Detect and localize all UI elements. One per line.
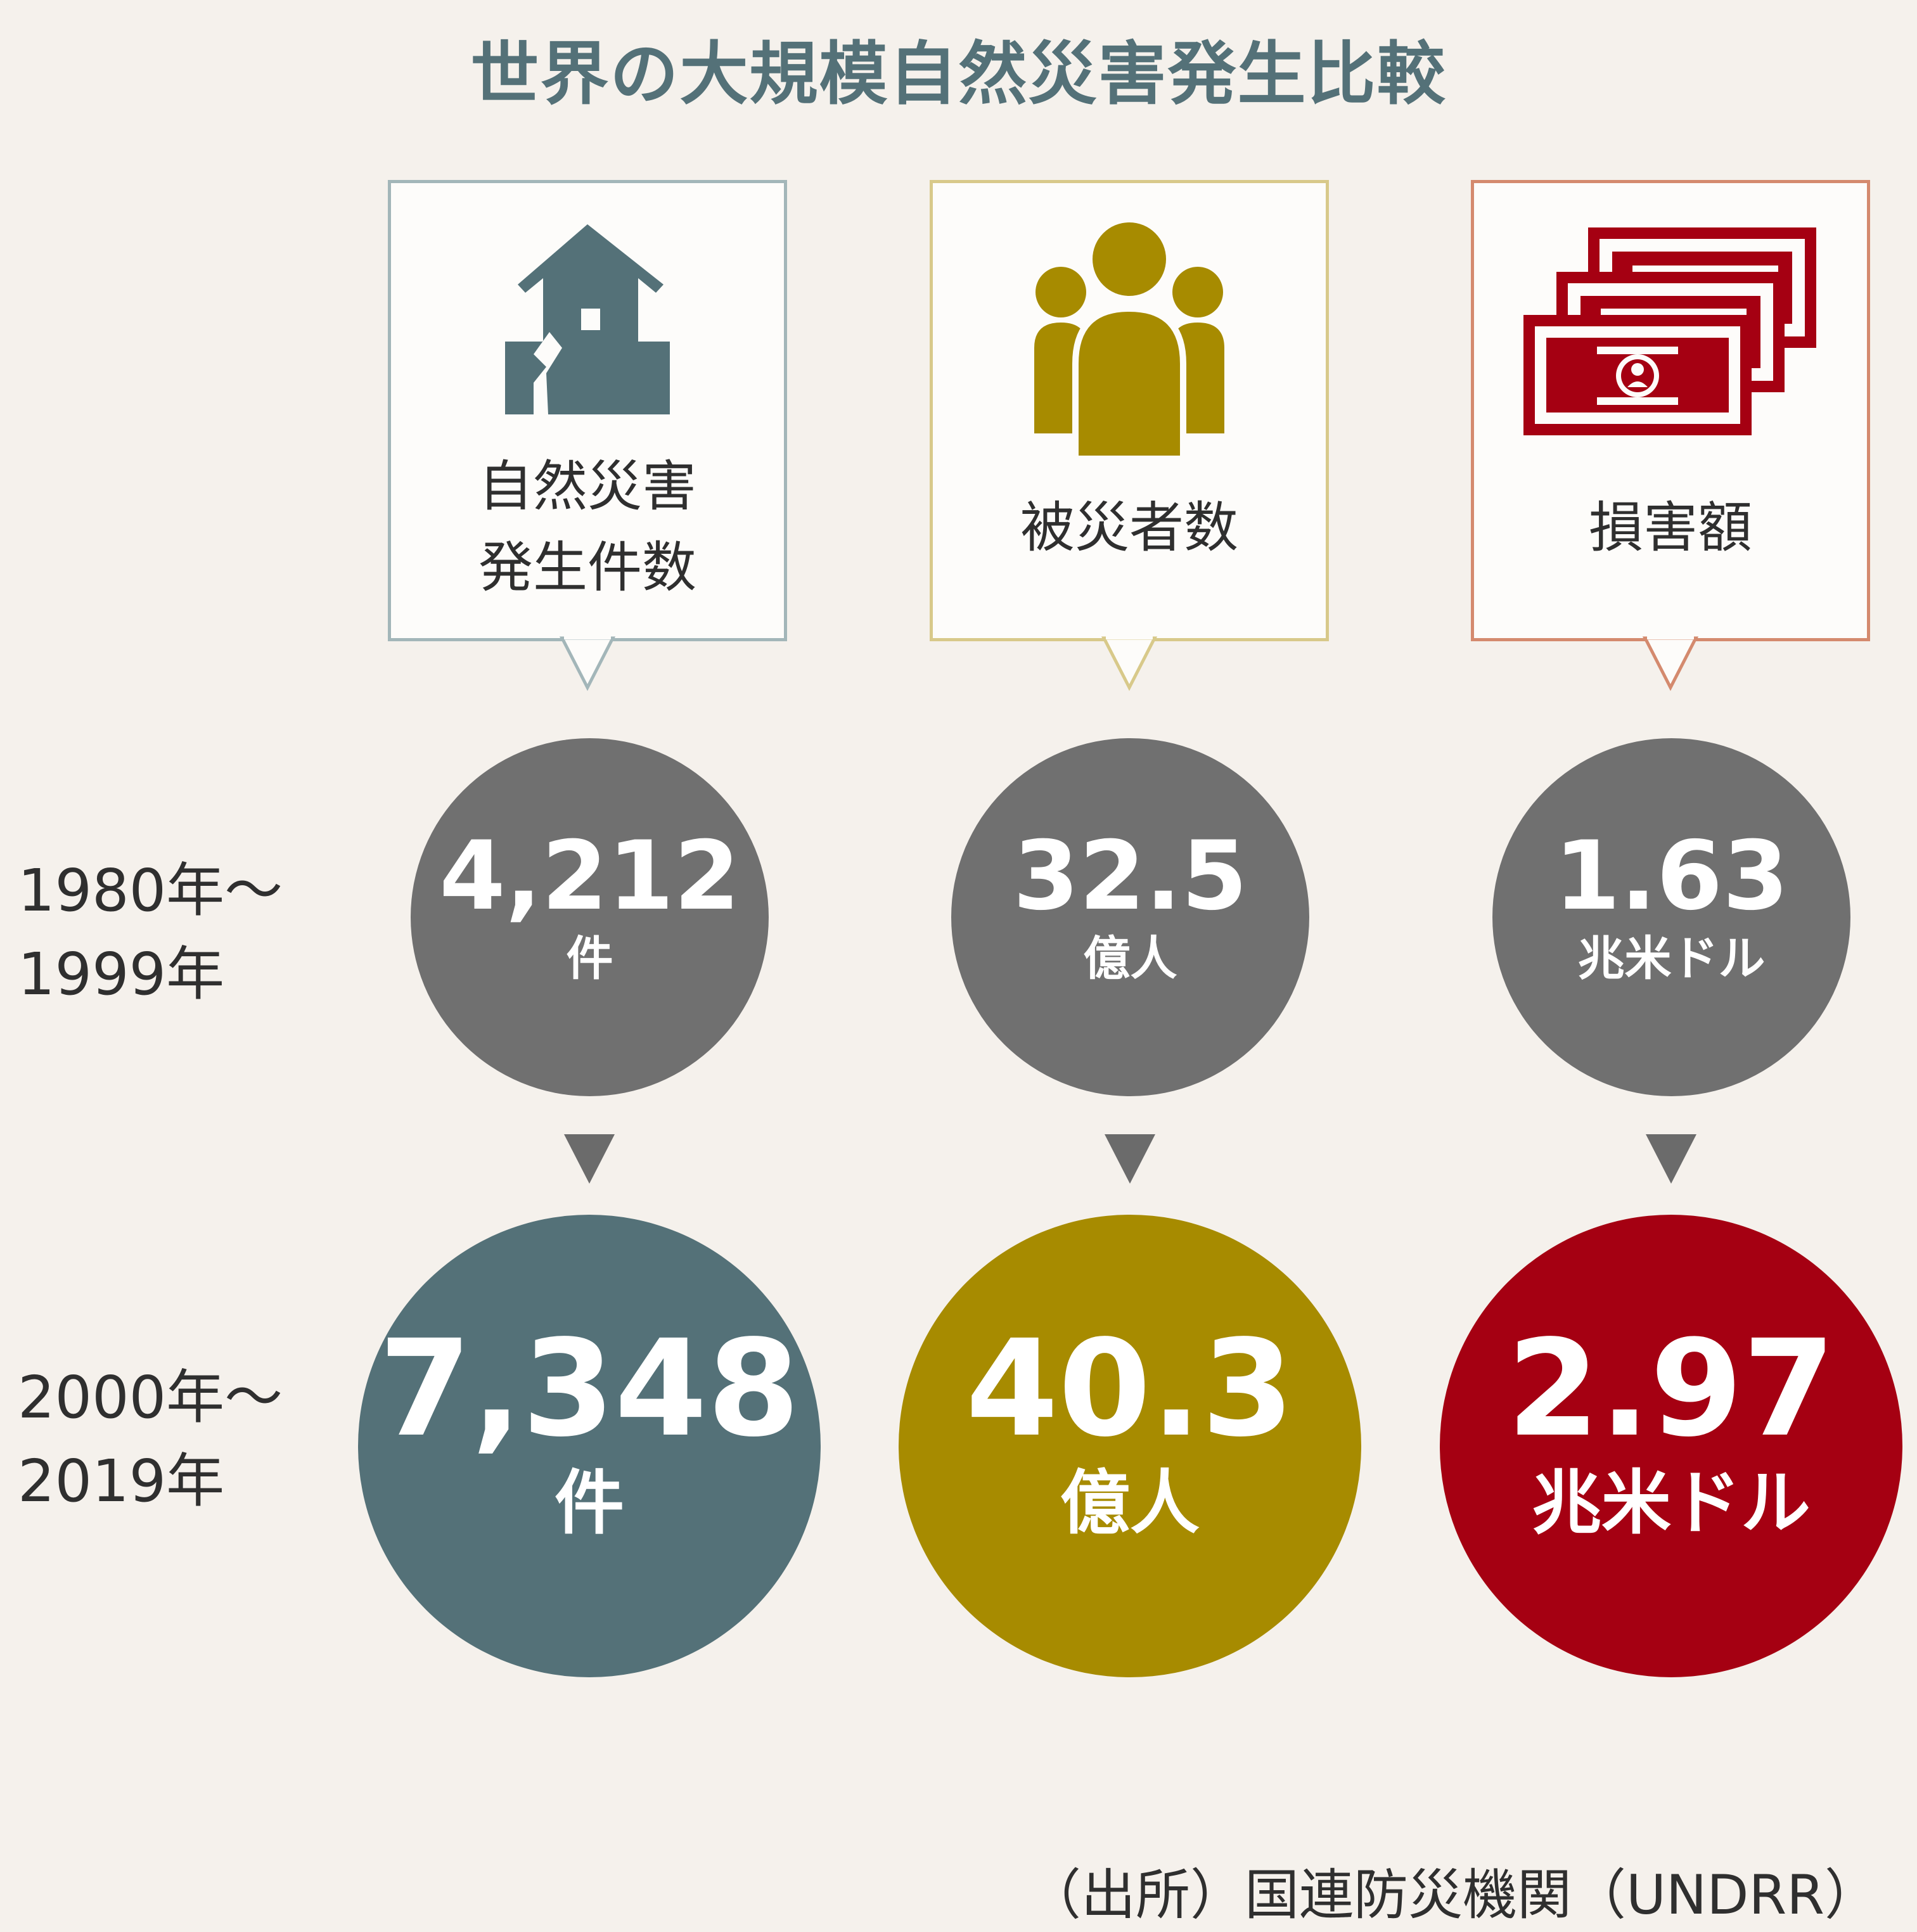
period-label-2000-2019: 2000年～ 2019年 [18,1356,283,1523]
chart-title: 世界の大規模自然災害発生比較 [470,35,1447,114]
value-number: 2.97 [1506,1311,1836,1466]
period-label-line1: 2000年～ [18,1364,283,1431]
value-circle-damage-1980-1999: 1.63 兆米ドル [1492,738,1850,1096]
card-label-line1: 損害額 [1589,496,1752,560]
card-affected-people: 被災者数 [930,180,1329,691]
down-arrow-icon [1105,1134,1155,1184]
period-label-line2: 2019年 [18,1447,225,1515]
card-pointer [1642,634,1699,691]
card-damage-amount: 損害額 [1471,180,1870,691]
value-unit: 件 [555,1462,624,1544]
value-circle-people-1980-1999: 32.5 億人 [951,738,1309,1096]
value-unit: 兆米ドル [1532,1462,1811,1544]
value-number: 1.63 [1554,821,1789,931]
value-circle-people-2000-2019: 40.3 億人 [899,1215,1361,1677]
value-unit: 兆米ドル [1577,931,1766,986]
card-label-line1: 被災者数 [1020,496,1238,560]
value-circle-damage-2000-2019: 2.97 兆米ドル [1440,1215,1902,1677]
period-label-line1: 1980年～ [18,857,283,924]
period-label-1980-1999: 1980年～ 1999年 [18,849,283,1016]
value-unit: 億人 [1060,1462,1200,1544]
card-label-line1: 自然災害 [478,455,696,518]
source-note: （出所）国連防災機関（UNDRR） [1026,1864,1879,1927]
value-number: 32.5 [1013,821,1248,931]
card-pointer [1101,634,1158,691]
value-unit: 件 [566,931,613,986]
period-label-line2: 1999年 [18,940,225,1008]
value-circle-disasters-2000-2019: 7,348 件 [358,1215,821,1677]
damaged-house-icon [505,224,670,414]
card-pointer [559,634,616,691]
banknotes-icon [1523,227,1816,435]
down-arrow-icon [1646,1134,1696,1184]
card-label-line2: 発生件数 [478,536,696,599]
down-arrow-icon [564,1134,615,1184]
value-number: 7,348 [378,1311,800,1466]
value-circle-disasters-1980-1999: 4,212 件 [411,738,769,1096]
value-number: 40.3 [965,1311,1295,1466]
value-unit: 億人 [1083,931,1177,986]
value-number: 4,212 [439,821,740,931]
card-disaster-count: 自然災害 発生件数 [388,180,787,691]
people-icon [1034,222,1224,462]
